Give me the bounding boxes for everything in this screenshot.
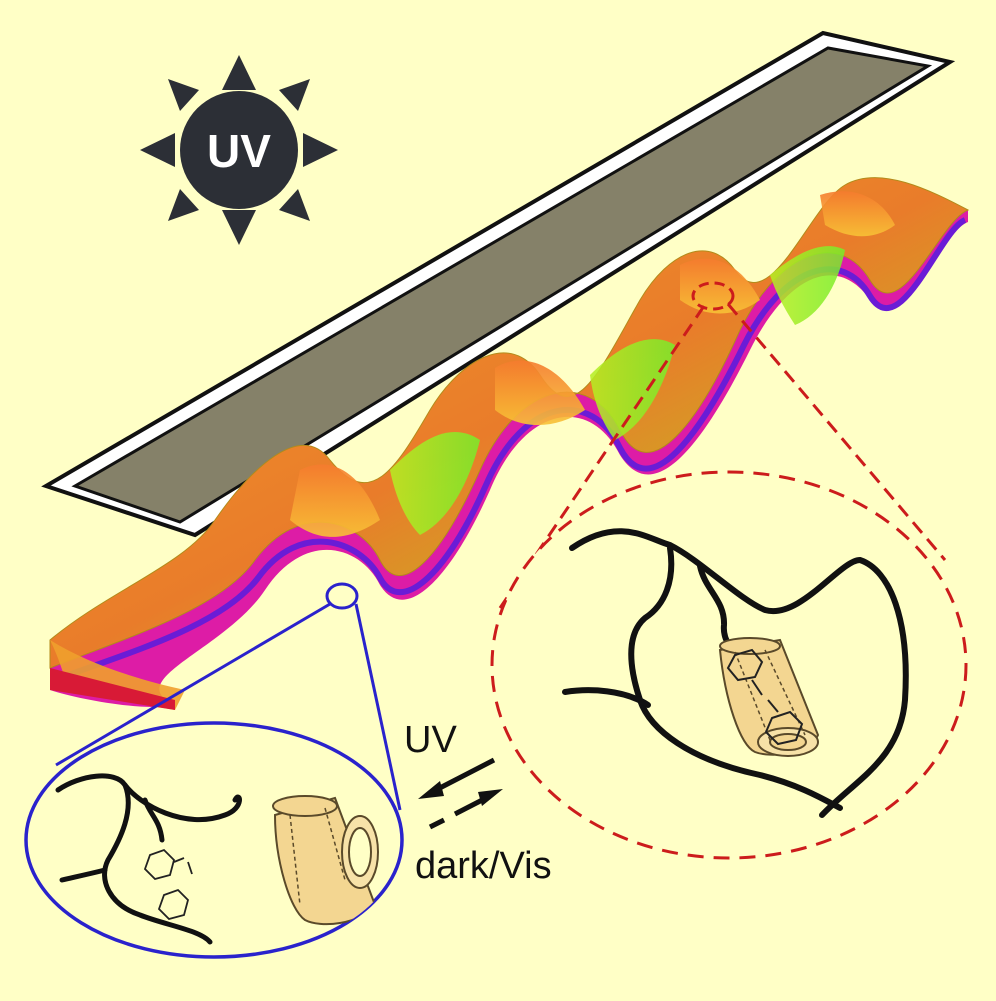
network-free	[55, 773, 379, 945]
equilibrium-arrows: UV dark/Vis	[404, 719, 552, 887]
wavy-strip	[49, 177, 970, 710]
cyclodextrin-cone-free	[272, 795, 379, 926]
network-complexed	[562, 528, 909, 818]
flat-strip	[41, 30, 956, 538]
sun-icon: UV	[140, 55, 338, 245]
azobenzene-trans	[726, 648, 804, 746]
dark-vis-arrow-label: dark/Vis	[415, 845, 552, 887]
azobenzene-free	[143, 848, 193, 921]
sun-label: UV	[207, 125, 271, 177]
uv-arrow-label: UV	[404, 719, 457, 761]
